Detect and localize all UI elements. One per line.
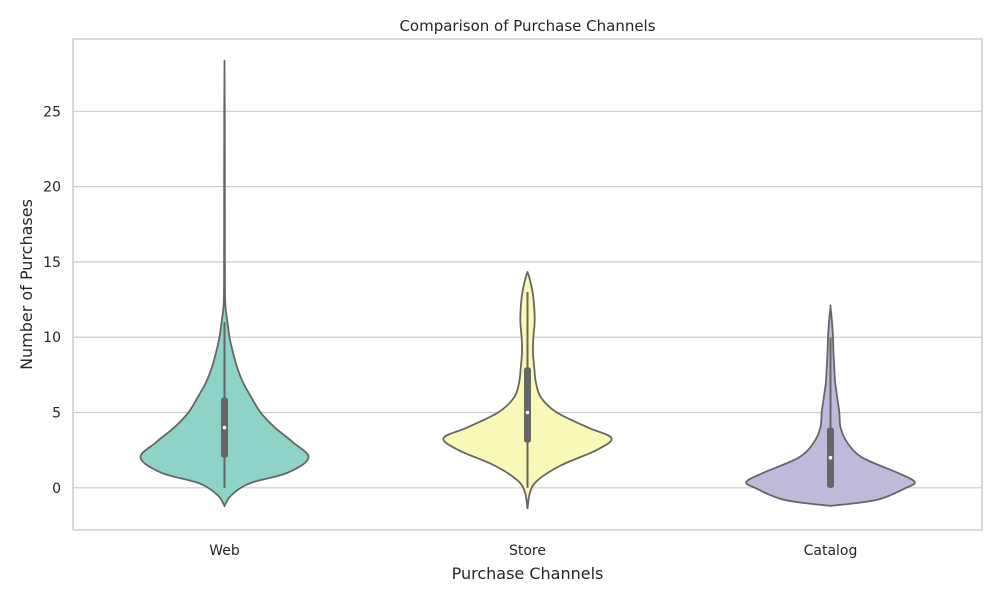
y-axis-label: Number of Purchases: [17, 199, 36, 370]
x-tick-label: Store: [509, 543, 546, 559]
iqr-box-store: [524, 367, 531, 443]
y-tick-label: 10: [43, 330, 61, 346]
x-axis-label: Purchase Channels: [452, 564, 604, 583]
y-tick-label: 0: [52, 481, 61, 497]
median-point-store: [525, 410, 530, 415]
y-tick-labels: 0 5 10 15 20 25: [43, 104, 61, 497]
y-tick-label: 15: [43, 255, 61, 271]
x-tick-label: Web: [209, 543, 240, 559]
violin-web: [139, 59, 310, 508]
violins: [139, 59, 916, 510]
x-tick-labels: Web Store Catalog: [209, 543, 857, 559]
median-point-catalog: [828, 455, 833, 460]
y-tick-label: 5: [52, 406, 61, 422]
median-point-web: [222, 425, 227, 430]
plot-frame: [72, 38, 983, 531]
chart-title: Comparison of Purchase Channels: [399, 17, 655, 35]
x-tick-label: Catalog: [804, 543, 858, 559]
y-tick-label: 25: [43, 104, 61, 120]
y-tick-label: 20: [43, 180, 61, 196]
